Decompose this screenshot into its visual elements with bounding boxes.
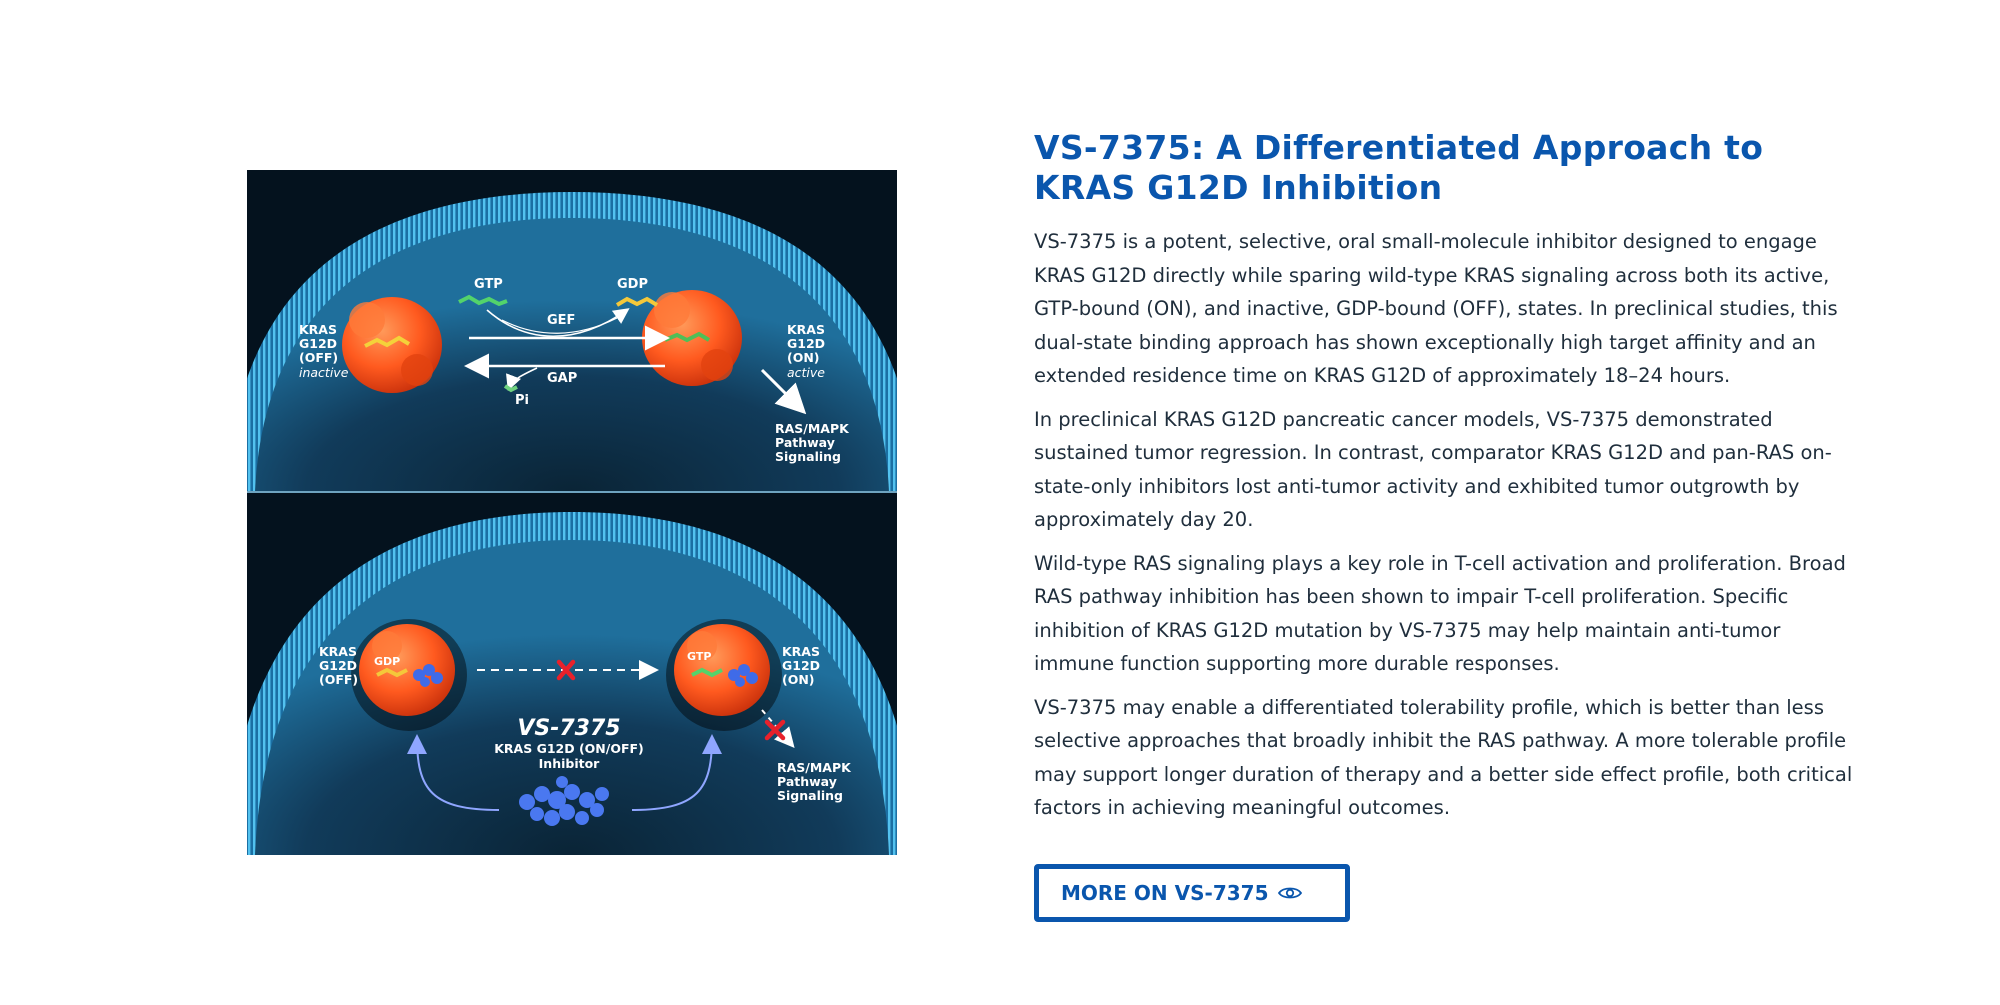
pi-label: Pi bbox=[515, 393, 529, 408]
paragraph-immune: Wild-type RAS signaling plays a key role… bbox=[1034, 551, 1846, 676]
blocked-pathway-x-icon bbox=[764, 719, 786, 741]
more-button-label: MORE ON VS-7375 bbox=[1061, 881, 1269, 905]
drug-desc-line-1: KRAS G12D (ON/OFF) bbox=[494, 741, 644, 756]
drug-name-label: VS-7375 bbox=[517, 716, 620, 741]
gtp-molecule bbox=[458, 294, 508, 307]
gef-label: GEF bbox=[547, 313, 575, 328]
top-off-label-line-1: KRAS bbox=[299, 322, 337, 337]
paragraph-tolerability: VS-7375 may enable a differentiated tole… bbox=[1034, 695, 1853, 820]
bottom-panel: GDP GTP VS-7375 KRAS G12D (ON/OFF) Inhib… bbox=[247, 494, 897, 855]
kras-off-bound-protein bbox=[351, 619, 467, 731]
top-off-label-line-2: G12D bbox=[299, 336, 337, 351]
bound-gtp-label: GTP bbox=[687, 650, 711, 663]
top-on-label-line-1: KRAS bbox=[787, 322, 825, 337]
top-on-label-line-2: G12D bbox=[787, 336, 825, 351]
kras-mechanism-diagram: GTP GDP GEF GAP Pi KRAS G12D (OFF) inact… bbox=[247, 170, 897, 855]
paragraph-preclinical: In preclinical KRAS G12D pancreatic canc… bbox=[1034, 407, 1832, 532]
kras-off-protein bbox=[342, 297, 442, 393]
kras-mechanism-figure: GTP GDP GEF GAP Pi KRAS G12D (OFF) inact… bbox=[247, 170, 897, 855]
top-panel: GTP GDP GEF GAP Pi KRAS G12D (OFF) inact… bbox=[247, 170, 897, 493]
eye-icon bbox=[1278, 885, 1303, 901]
bottom-off-label-line-3: (OFF) bbox=[319, 672, 358, 687]
gdp-molecule bbox=[615, 296, 659, 307]
bottom-on-label-line-1: KRAS bbox=[782, 644, 820, 659]
bottom-pathway-line-2: Pathway bbox=[777, 774, 837, 789]
gdp-label: GDP bbox=[617, 277, 648, 292]
section-content: VS-7375: A Differentiated Approach to KR… bbox=[1034, 128, 1864, 825]
bottom-pathway-line-3: Signaling bbox=[777, 788, 843, 803]
top-on-label-line-4: active bbox=[787, 365, 825, 380]
gap-label: GAP bbox=[547, 371, 577, 386]
bottom-pathway-line-1: RAS/MAPK bbox=[777, 760, 852, 775]
gtp-label: GTP bbox=[474, 277, 503, 292]
section-title: VS-7375: A Differentiated Approach to KR… bbox=[1034, 128, 1764, 207]
top-pathway-line-3: Signaling bbox=[775, 449, 841, 464]
kras-on-bound-protein bbox=[666, 619, 782, 731]
bottom-on-label-line-3: (ON) bbox=[782, 672, 815, 687]
drug-desc-line-2: Inhibitor bbox=[539, 756, 601, 771]
top-pathway-line-1: RAS/MAPK bbox=[775, 421, 850, 436]
blocked-x-icon bbox=[556, 659, 576, 681]
kras-on-protein bbox=[642, 290, 742, 386]
paragraph-overview: VS-7375 is a potent, selective, oral sma… bbox=[1034, 230, 1838, 387]
top-off-label-line-3: (OFF) bbox=[299, 350, 338, 365]
bottom-off-label-line-1: KRAS bbox=[319, 644, 357, 659]
bottom-on-label-line-2: G12D bbox=[782, 658, 820, 673]
top-on-label-line-3: (ON) bbox=[787, 350, 820, 365]
bottom-off-label-line-2: G12D bbox=[319, 658, 357, 673]
top-off-label-line-4: inactive bbox=[299, 365, 349, 380]
more-on-vs-7375-button[interactable]: MORE ON VS-7375 bbox=[1034, 864, 1350, 922]
bound-gdp-label: GDP bbox=[374, 655, 400, 668]
vs-7375-molecule bbox=[519, 776, 609, 826]
top-pathway-line-2: Pathway bbox=[775, 435, 835, 450]
